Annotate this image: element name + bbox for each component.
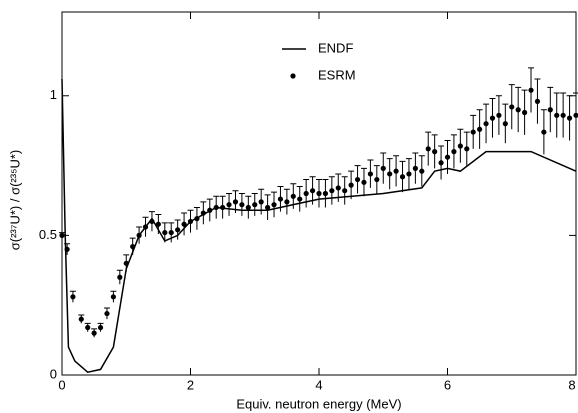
data-point (342, 188, 348, 194)
data-point (470, 129, 476, 135)
data-point (316, 190, 322, 197)
data-point (194, 216, 200, 222)
data-point (239, 202, 245, 208)
legend-label: ESRM (318, 67, 356, 82)
data-point (489, 115, 496, 121)
data-point (64, 246, 70, 252)
data-point (464, 146, 470, 152)
x-tick-label: 4 (315, 377, 322, 392)
data-point (271, 202, 277, 208)
x-tick-label: 8 (568, 377, 575, 392)
data-point (168, 229, 174, 236)
data-point (534, 98, 541, 104)
data-point (226, 202, 232, 208)
data-point (181, 221, 187, 227)
legend-marker (290, 73, 296, 79)
data-point (136, 232, 142, 238)
y-axis-label: σ(²³⁷U*) / σ(²³⁵U*) (7, 150, 22, 251)
x-tick-label: 6 (444, 377, 451, 392)
data-point (162, 229, 168, 236)
y-tick-label: 1 (50, 87, 57, 102)
data-point (354, 176, 361, 183)
data-point (438, 160, 444, 166)
data-point (335, 185, 341, 191)
data-point (425, 146, 431, 152)
x-tick-label: 0 (58, 377, 65, 392)
data-point (91, 330, 97, 336)
data-point (419, 168, 425, 174)
data-point (277, 196, 284, 202)
data-point (252, 202, 258, 208)
data-point (399, 174, 406, 180)
data-point (329, 188, 335, 194)
data-point (70, 294, 76, 300)
x-tick-label: 2 (187, 377, 194, 392)
data-point (187, 218, 194, 225)
data-point (361, 179, 367, 185)
data-point (303, 190, 309, 197)
data-point (97, 324, 104, 331)
data-point (123, 260, 129, 266)
data-point (309, 188, 316, 194)
data-point (547, 107, 553, 113)
data-point (290, 193, 296, 199)
data-point (284, 199, 290, 205)
data-point (528, 87, 534, 93)
data-point (560, 112, 566, 118)
data-point (220, 204, 226, 211)
data-point (322, 190, 329, 197)
data-point (175, 227, 181, 233)
data-point (432, 149, 438, 155)
data-point (110, 294, 116, 300)
data-point (444, 154, 451, 160)
data-point (380, 165, 386, 171)
data-point (265, 204, 271, 211)
data-point (117, 274, 123, 280)
data-point (502, 121, 508, 127)
data-point (393, 168, 399, 174)
data-point (406, 171, 412, 177)
data-point (477, 126, 483, 132)
data-point (213, 204, 219, 211)
data-point (367, 171, 373, 177)
data-point (573, 112, 578, 118)
data-point (297, 196, 303, 202)
data-point (348, 182, 354, 188)
data-point (130, 243, 136, 250)
data-point (245, 204, 251, 211)
data-point (149, 218, 155, 225)
data-point (207, 207, 213, 213)
y-tick-label: 0 (50, 366, 57, 381)
data-point (232, 199, 239, 205)
data-point (59, 232, 65, 238)
data-point (483, 121, 489, 127)
data-point (85, 324, 91, 331)
data-point (387, 171, 393, 177)
data-point (200, 210, 206, 216)
data-point (566, 115, 573, 121)
x-axis-label: Equiv. neutron energy (MeV) (236, 396, 401, 411)
data-point (451, 149, 457, 155)
legend-label: ENDF (318, 40, 353, 55)
data-point (509, 104, 515, 110)
y-tick-label: 0.5 (39, 227, 57, 242)
data-point (78, 316, 84, 322)
data-point (374, 176, 380, 183)
data-point (142, 224, 149, 230)
data-point (496, 112, 502, 118)
data-point (258, 199, 264, 205)
data-point (541, 129, 547, 135)
data-point (522, 109, 528, 116)
data-point (155, 221, 161, 227)
data-point (104, 310, 110, 317)
data-point (457, 143, 463, 149)
data-point (412, 165, 418, 171)
data-point (554, 112, 560, 118)
data-point (515, 107, 521, 113)
